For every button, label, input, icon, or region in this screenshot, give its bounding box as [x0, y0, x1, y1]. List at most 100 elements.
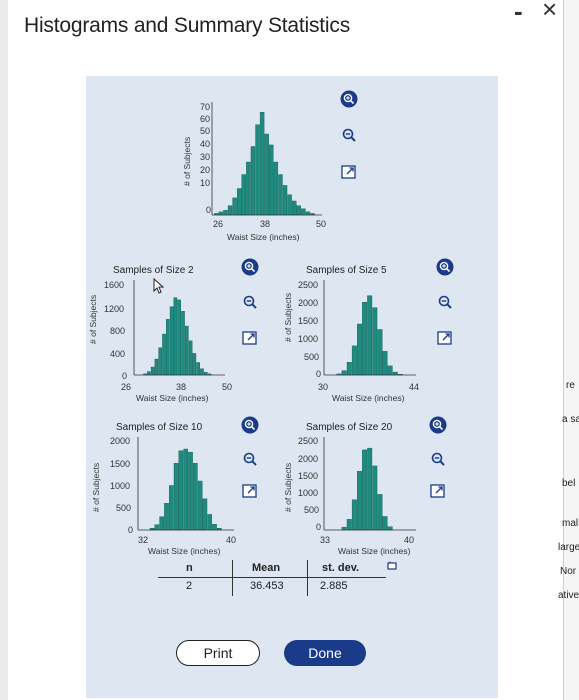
copy-icon[interactable]	[386, 560, 398, 572]
dialog: - × Histograms and Summary Statistics # …	[8, 0, 563, 700]
histogram-bar	[357, 471, 362, 531]
histogram-bar	[346, 519, 352, 531]
n-header: n	[186, 562, 193, 574]
histograms-panel: # of Subjects 70 60 50 40 30 20 10 0 26 …	[86, 76, 498, 698]
size10-xtick: 40	[226, 535, 237, 545]
size5-xtick: 44	[409, 382, 420, 392]
popout-icon[interactable]	[340, 163, 358, 181]
background-text: Nor	[560, 566, 577, 577]
popout-icon[interactable]	[241, 329, 259, 347]
size5-title: Samples of Size 5	[306, 265, 387, 276]
print-button[interactable]: Print	[176, 640, 260, 666]
stats-divider	[307, 560, 308, 596]
size10-xlabel: Waist Size (inches)	[148, 546, 221, 556]
size10-title: Samples of Size 10	[116, 422, 203, 433]
size5-xtick: 30	[318, 382, 329, 392]
population-ytick: 50	[200, 126, 211, 136]
size2-xtick: 26	[121, 382, 132, 392]
population-xtick: 26	[213, 219, 224, 229]
size5-ytick: 1000	[298, 334, 319, 344]
size2-ytick: 400	[110, 349, 126, 359]
zoom-out-icon[interactable]	[340, 126, 358, 144]
population-xtick: 38	[260, 219, 271, 229]
background-text: large	[558, 542, 579, 553]
done-button[interactable]: Done	[284, 640, 366, 666]
population-ytick: 60	[200, 114, 211, 124]
size5-ytick: 2000	[298, 298, 319, 308]
zoom-out-icon[interactable]	[429, 450, 447, 468]
stats-divider	[158, 577, 386, 578]
background-text: ativel	[558, 590, 579, 601]
minimize-button[interactable]: -	[514, 0, 523, 26]
size5-histogram	[323, 280, 416, 376]
zoom-in-icon[interactable]	[241, 258, 259, 276]
zoom-in-icon[interactable]	[340, 90, 358, 108]
size20-ytick: 1000	[298, 488, 319, 498]
mean-header: Mean	[252, 562, 281, 574]
population-ytick: 0	[206, 205, 212, 215]
histogram-bar	[382, 516, 388, 531]
histogram-bar	[387, 526, 393, 531]
size2-ytick: 1200	[104, 304, 125, 314]
size2-xtick: 50	[222, 382, 233, 392]
population-ytick: 70	[200, 102, 211, 112]
stats-divider	[232, 560, 233, 596]
size2-ytick: 0	[122, 371, 128, 381]
population-ytick: 30	[200, 152, 211, 162]
zoom-in-icon[interactable]	[429, 416, 447, 434]
histogram-bar	[367, 447, 373, 531]
size20-title: Samples of Size 20	[306, 422, 393, 433]
zoom-in-icon[interactable]	[241, 416, 259, 434]
zoom-out-icon[interactable]	[436, 293, 454, 311]
popout-icon[interactable]	[241, 482, 259, 500]
population-ytick: 20	[200, 165, 211, 175]
size5-ytick: 1500	[298, 316, 319, 326]
close-button[interactable]: ×	[542, 0, 558, 24]
sd-value: 2.885	[320, 580, 348, 592]
size20-ytick: 1500	[298, 471, 319, 481]
size10-ytick: 500	[116, 503, 132, 513]
background-text: bel	[562, 478, 576, 489]
histogram-bar	[372, 465, 378, 531]
size10-ytick: 1000	[110, 481, 131, 491]
background-text: mal	[562, 518, 579, 529]
size5-xlabel: Waist Size (inches)	[332, 393, 405, 403]
population-histogram	[211, 102, 322, 216]
size2-ytick: 1600	[104, 280, 125, 290]
size2-histogram	[133, 280, 225, 376]
zoom-in-icon[interactable]	[436, 258, 454, 276]
size2-title: Samples of Size 2	[113, 265, 194, 276]
mouse-cursor	[153, 278, 165, 294]
size20-ytick: 2500	[298, 436, 319, 446]
size20-ytick: 500	[304, 505, 320, 515]
histogram-bar	[377, 494, 383, 531]
size20-xlabel: Waist Size (inches)	[338, 546, 411, 556]
popout-icon[interactable]	[436, 329, 454, 347]
size2-ytick: 800	[110, 326, 126, 336]
size10-xtick: 32	[138, 535, 149, 545]
histogram-bar	[351, 499, 357, 531]
zoom-out-icon[interactable]	[241, 450, 259, 468]
size20-ytick: 0	[316, 522, 322, 532]
background-window-edge: re a sa bel mal large Nor ativel	[558, 0, 579, 700]
population-xtick: 50	[316, 219, 327, 229]
size5-ytick: 500	[304, 352, 320, 362]
size5-ytick: 2500	[298, 280, 319, 290]
background-text: a sa	[562, 414, 579, 425]
size10-ytick: 0	[128, 525, 134, 535]
zoom-out-icon[interactable]	[241, 293, 259, 311]
size2-xtick: 38	[176, 382, 187, 392]
histogram-bar	[362, 449, 368, 531]
n-value: 2	[186, 580, 193, 592]
mean-value: 36.453	[250, 580, 284, 592]
size10-ytick: 1500	[110, 459, 131, 469]
background-text: re	[566, 380, 575, 391]
population-ytick: 40	[200, 139, 211, 149]
size20-ylabel: # of Subjects	[283, 462, 293, 512]
size10-histogram	[137, 437, 234, 531]
population-ytick: 10	[200, 178, 211, 188]
size20-histogram	[323, 437, 416, 531]
size20-xtick: 40	[404, 535, 415, 545]
popout-icon[interactable]	[429, 482, 447, 500]
population-xlabel: Waist Size (inches)	[227, 232, 300, 242]
